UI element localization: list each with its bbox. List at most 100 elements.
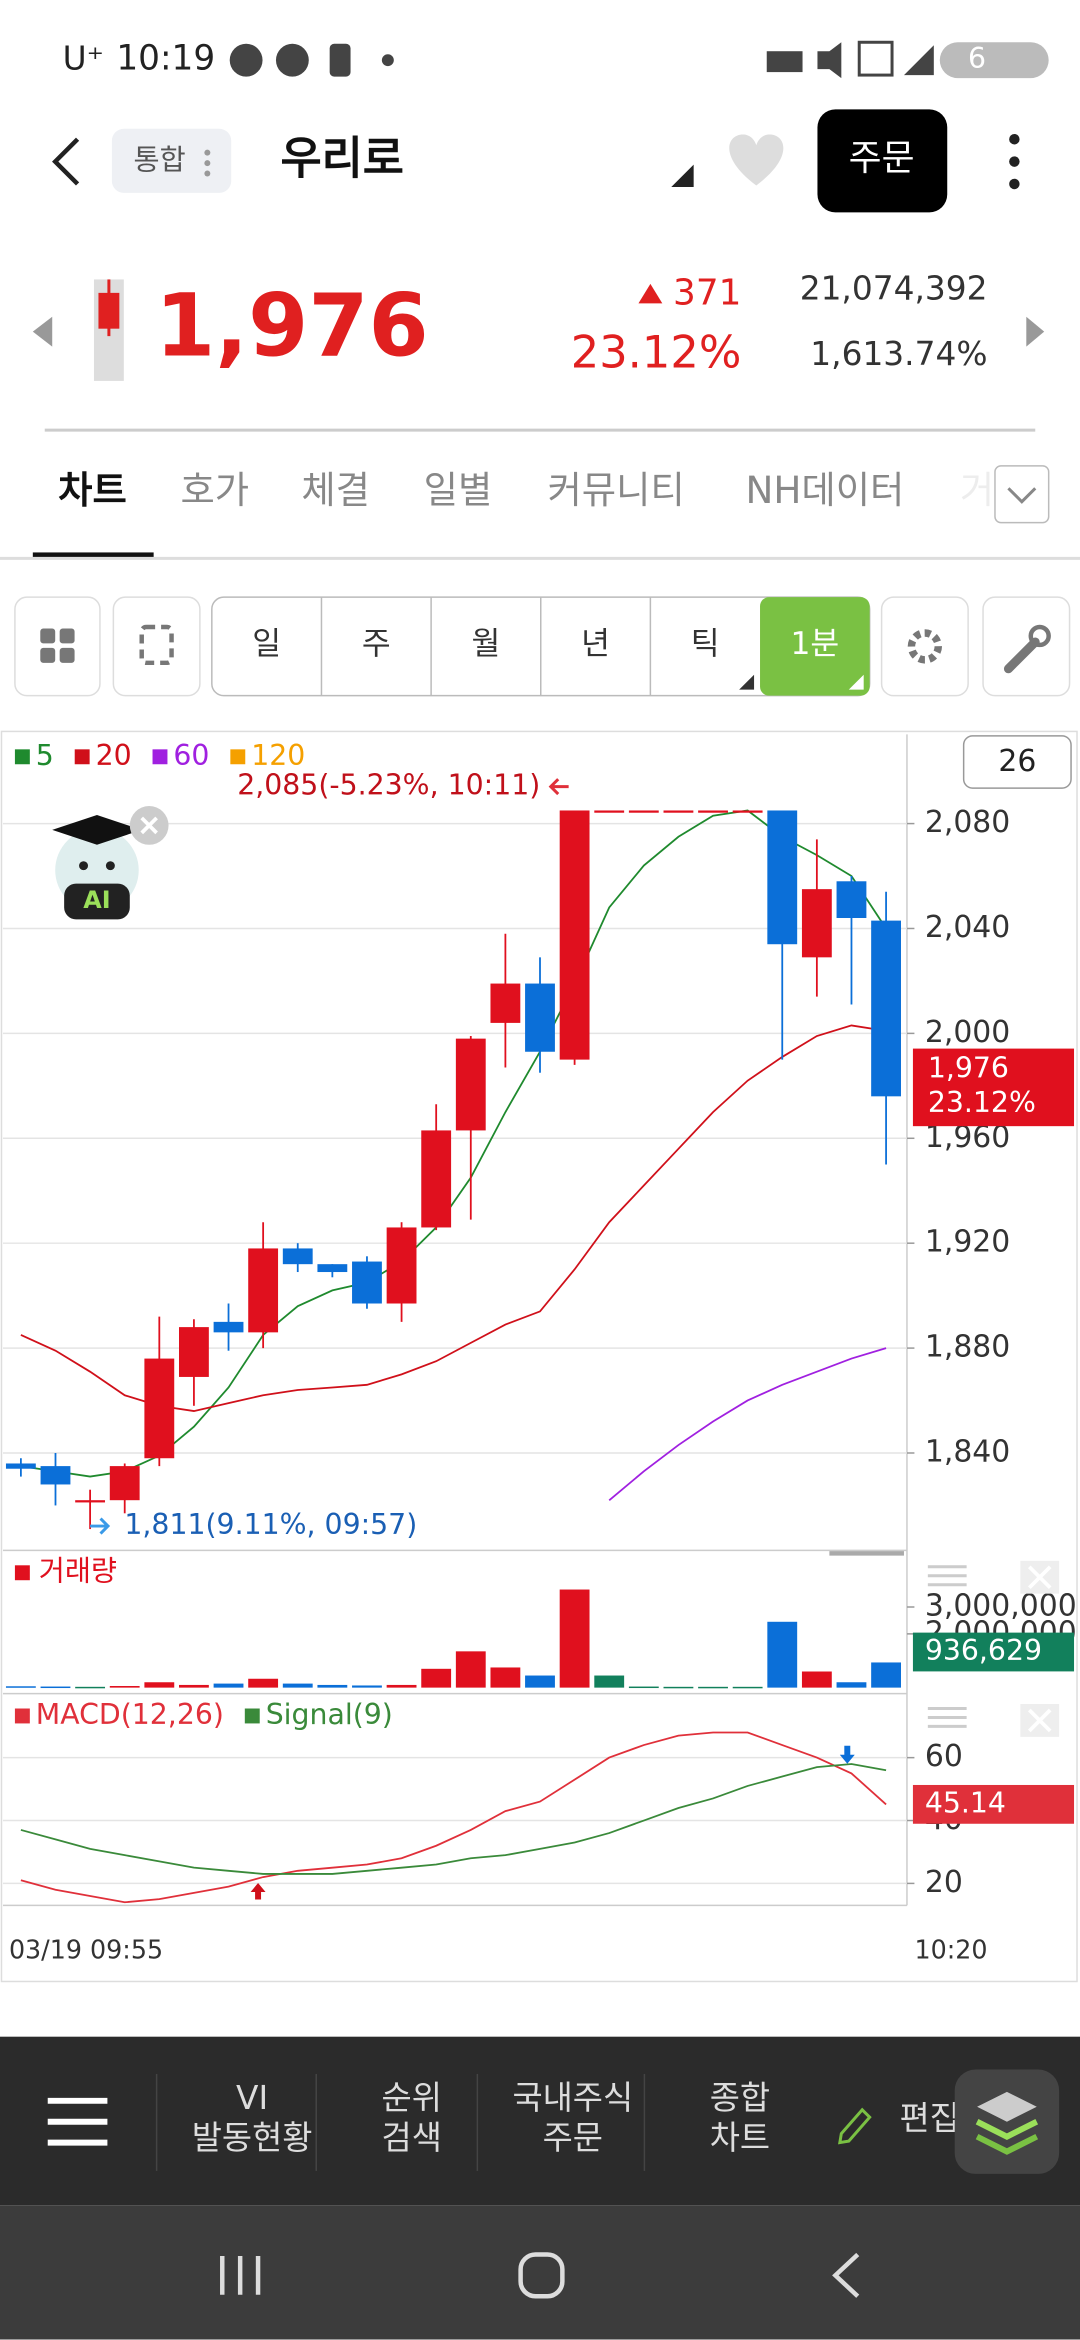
visible-count[interactable]: 26	[998, 744, 1036, 779]
order-label[interactable]: 주문	[849, 138, 915, 179]
change-rate: 23.12%	[571, 326, 742, 379]
volume-bar	[594, 1675, 625, 1688]
candle-body	[871, 920, 901, 1097]
period-selected[interactable]	[760, 597, 870, 696]
candle-body	[213, 1321, 244, 1333]
tab[interactable]: NH데이터	[746, 468, 905, 512]
market-tag[interactable]: 통합	[134, 144, 186, 177]
order-button[interactable]	[817, 109, 948, 213]
volume-bar	[248, 1678, 279, 1688]
recent-apps[interactable]	[220, 2255, 261, 2295]
nav-label[interactable]: 검색	[382, 2119, 442, 2157]
volume-bar	[698, 1686, 728, 1689]
tab-more[interactable]	[994, 465, 1050, 524]
tab[interactable]: 커뮤니티	[547, 468, 684, 512]
nav-label[interactable]: 발동현황	[192, 2119, 313, 2157]
last-indicator-label-box	[912, 1784, 1075, 1824]
signal-icon	[903, 45, 934, 76]
panel-menu[interactable]	[927, 1565, 967, 1587]
edit-label[interactable]: 편집	[900, 2100, 960, 2138]
grid-icon	[59, 628, 75, 644]
candle-body	[248, 1248, 279, 1333]
tab[interactable]: 일별	[424, 468, 493, 512]
volume-bar	[352, 1685, 382, 1688]
back-button[interactable]	[52, 137, 80, 186]
x-label-end: 10:20	[914, 1935, 987, 1965]
candle-body	[594, 810, 625, 813]
indicator-line	[20, 1731, 887, 1904]
nav-label[interactable]: 차트	[710, 2119, 770, 2157]
next-stock[interactable]	[1026, 316, 1045, 347]
volume-bar	[871, 1662, 901, 1688]
bottom-nav	[0, 2036, 1080, 2206]
candle-body	[455, 1038, 486, 1131]
tab[interactable]: 차트	[58, 468, 127, 512]
period[interactable]: 1분	[790, 626, 839, 662]
volume-bar	[490, 1667, 521, 1688]
battery-level: 6	[968, 42, 986, 75]
tab[interactable]: 체결	[301, 468, 370, 512]
candle-body	[732, 810, 763, 813]
tag-dot	[204, 160, 211, 167]
dropdown-icon[interactable]	[671, 164, 694, 187]
period[interactable]: 년	[581, 626, 610, 662]
home-button[interactable]	[518, 2252, 565, 2299]
last-volume-label-box	[912, 1632, 1075, 1672]
all-menu[interactable]	[47, 2097, 108, 2146]
period[interactable]: 일	[252, 626, 281, 662]
menu-dot[interactable]	[1009, 178, 1020, 190]
dead-cross-arrow	[839, 1745, 855, 1764]
candle-body	[663, 810, 694, 813]
ai-badge-box[interactable]	[64, 883, 130, 920]
legend-label: 20	[96, 739, 132, 772]
legend-label: 5	[36, 739, 54, 772]
period[interactable]: 틱	[691, 626, 720, 662]
volume: 21,074,392	[800, 269, 988, 307]
menu-dot[interactable]	[1009, 156, 1020, 167]
period[interactable]: 주	[362, 626, 391, 662]
panel-menu[interactable]	[927, 1707, 967, 1728]
high-arrow	[548, 778, 569, 796]
volume-bar	[663, 1686, 694, 1689]
nav-label[interactable]: 주문	[543, 2119, 603, 2157]
candle-body	[698, 810, 728, 813]
last-volume-label: 936,629	[925, 1634, 1042, 1667]
capture-button[interactable]	[112, 596, 201, 697]
nav-label[interactable]: 순위	[382, 2079, 442, 2117]
count-box[interactable]	[962, 735, 1072, 789]
system-nav	[0, 2205, 1080, 2340]
candle-body	[75, 1500, 106, 1503]
candle-body	[352, 1261, 382, 1304]
layers-button[interactable]	[954, 2069, 1060, 2174]
message-icon	[275, 43, 309, 77]
period[interactable]: 월	[472, 626, 501, 662]
favorite-button[interactable]	[729, 134, 784, 186]
nav-label[interactable]: 국내주식	[512, 2079, 633, 2117]
period-corner	[848, 674, 864, 690]
market-tag-box[interactable]	[111, 128, 232, 193]
period-buttons: 일 주 월 년 틱 1분	[252, 597, 870, 696]
edit-icon[interactable]	[838, 2107, 872, 2145]
tab[interactable]: 호가	[181, 468, 250, 512]
back-nav[interactable]	[832, 2252, 860, 2298]
nav-label[interactable]: 종합	[710, 2079, 770, 2117]
sleep-icon	[766, 51, 803, 73]
candle-body	[317, 1264, 348, 1273]
volume-rate: 1,613.74%	[810, 335, 987, 373]
mascot-cap	[52, 814, 142, 845]
talk-icon	[229, 43, 263, 77]
stock-name[interactable]: 우리로	[280, 132, 404, 185]
layout-button[interactable]	[14, 596, 101, 697]
menu-dot[interactable]	[1009, 134, 1020, 145]
volume-bar	[386, 1684, 417, 1688]
prev-stock[interactable]	[32, 316, 53, 347]
legend-swatch	[152, 749, 168, 765]
clock: 10:19	[116, 39, 215, 79]
candle-body	[109, 1466, 140, 1501]
settings-button[interactable]	[880, 596, 969, 697]
nav-label[interactable]: VI	[236, 2079, 268, 2117]
ai-badge[interactable]: AI	[83, 886, 110, 914]
